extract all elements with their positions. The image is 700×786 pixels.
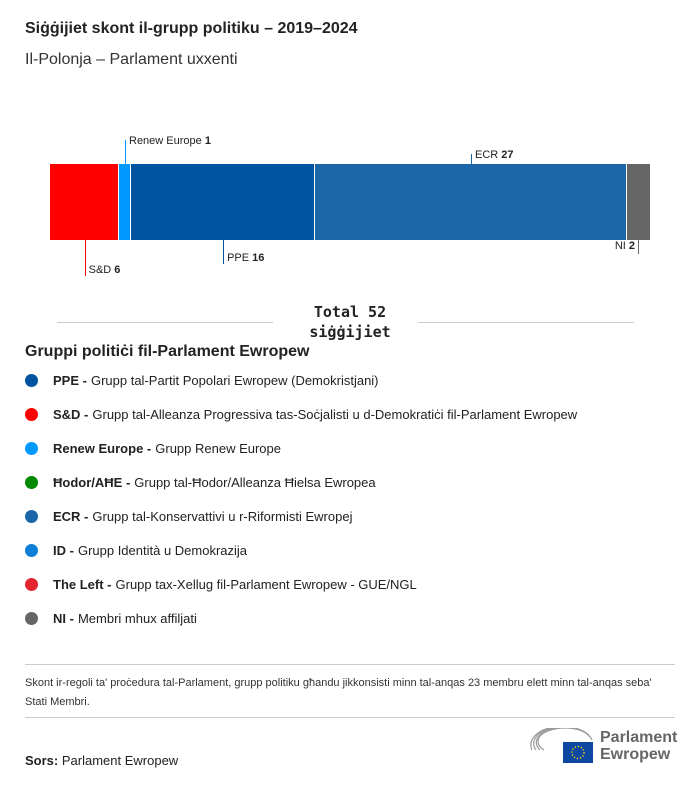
- legend-name: Grupp Renew Europe: [155, 441, 281, 456]
- legend-abbr: S&D -: [53, 407, 89, 422]
- segment-name: Renew Europe: [129, 135, 205, 147]
- legend-abbr: Ħodor/AĦE -: [53, 475, 131, 490]
- legend-name: Grupp tal-Ħodor/Alleanza Ħielsa Ewropea: [134, 475, 376, 490]
- legend-item: Ħodor/AĦE - Grupp tal-Ħodor/Alleanza Ħiel…: [25, 475, 376, 490]
- bar-segment-ppe: [130, 164, 315, 240]
- legend-abbr: ECR -: [53, 509, 89, 524]
- legend-item: The Left - Grupp tax-Xellug fil-Parlament…: [25, 577, 417, 592]
- segment-value: 27: [501, 149, 514, 161]
- legend-item: PPE - Grupp tal-Partit Popolari Ewropew (…: [25, 373, 379, 388]
- bar-segment-renew-europe: [119, 164, 130, 240]
- footnote: Skont ir-regoli ta' proċedura tal-Parlam…: [25, 677, 652, 708]
- source-label: Sors:: [25, 753, 59, 768]
- hemicycle-flag-icon: [530, 728, 593, 763]
- legend-name: Membri mhux affiljati: [77, 611, 197, 626]
- segment-name: PPE: [227, 252, 253, 264]
- segment-label: Renew Europe 1: [129, 135, 211, 147]
- legend-name: Grupp tal-Partit Popolari Ewropew (Demok…: [90, 373, 379, 388]
- segment-label: NI 2: [615, 240, 635, 252]
- legend-title: Gruppi politiċi fil-Parlament Ewropew: [25, 343, 310, 360]
- segment-label: PPE 16: [227, 252, 264, 264]
- legend-item: ECR - Grupp tal-Konservattivi u r-Riformi…: [25, 509, 352, 524]
- legend-item: ID - Grupp Identità u Demokrazija: [25, 543, 247, 558]
- label-leader-line: [223, 240, 225, 264]
- legend-color-dot-icon: [25, 544, 38, 557]
- segment-name: NI: [614, 240, 629, 252]
- label-leader-line: [125, 140, 126, 164]
- total-label: Total 52: [313, 303, 387, 321]
- bar-segment-ecr: [315, 164, 626, 240]
- chart-subtitle: Il-Polonja – Parlament uxxenti: [25, 51, 238, 68]
- logo-text-2: Ewropew: [600, 746, 671, 763]
- legend-abbr: NI -: [53, 611, 74, 626]
- source-value: Parlament Ewropew: [61, 753, 179, 768]
- legend-name: Grupp tal-Konservattivi u r-Riformisti E…: [92, 509, 353, 524]
- legend-color-dot-icon: [25, 476, 38, 489]
- divider: [418, 322, 634, 323]
- segment-value: 2: [628, 240, 635, 252]
- segment-value: 16: [252, 252, 265, 264]
- legend-name: Grupp tal-Alleanza Progressiva tas-Soċja…: [92, 407, 578, 422]
- divider: [25, 717, 675, 718]
- source: Sors: Parlament Ewropew: [25, 753, 178, 768]
- chart-title: Siġġijiet skont il-grupp politiku – 2019…: [25, 20, 358, 37]
- bar-segment-ni: [626, 164, 650, 240]
- label-leader-line: [638, 240, 639, 254]
- legend-color-dot-icon: [25, 408, 38, 421]
- divider: [25, 664, 675, 665]
- segment-name: ECR: [475, 149, 502, 161]
- legend-color-dot-icon: [25, 510, 38, 523]
- total-seats: Total 52 siġġijiet: [275, 302, 425, 342]
- label-leader-line: [84, 240, 86, 276]
- legend-name: Grupp Identità u Demokrazija: [77, 543, 248, 558]
- legend-item: Renew Europe - Grupp Renew Europe: [25, 441, 281, 456]
- divider: [57, 322, 273, 323]
- segment-value: 6: [114, 264, 121, 276]
- segment-label: ECR 27: [475, 149, 514, 161]
- label-leader-line: [471, 154, 472, 164]
- legend-abbr: Renew Europe -: [53, 441, 152, 456]
- legend-abbr: ID -: [53, 543, 74, 558]
- logo-text-1: Parlament: [600, 729, 678, 746]
- legend-color-dot-icon: [25, 374, 38, 387]
- legend-color-dot-icon: [25, 612, 38, 625]
- legend-item: S&D - Grupp tal-Alleanza Progressiva tas-…: [25, 407, 577, 422]
- segment-value: 1: [204, 135, 211, 147]
- ep-logo: Parlament Ewropew: [530, 728, 677, 764]
- legend-abbr: PPE -: [53, 373, 87, 388]
- segment-label: S&D 6: [89, 264, 121, 276]
- legend-item: NI - Membri mhux affiljati: [25, 611, 197, 626]
- total-unit: siġġijiet: [309, 323, 391, 341]
- segment-name: S&D: [88, 264, 115, 276]
- legend-abbr: The Left -: [53, 577, 112, 592]
- legend-color-dot-icon: [25, 442, 38, 455]
- bar-segment-s-d: [50, 164, 119, 240]
- legend-name: Grupp tax-Xellug fil-Parlament Ewropew -…: [115, 577, 417, 592]
- legend-color-dot-icon: [25, 578, 38, 591]
